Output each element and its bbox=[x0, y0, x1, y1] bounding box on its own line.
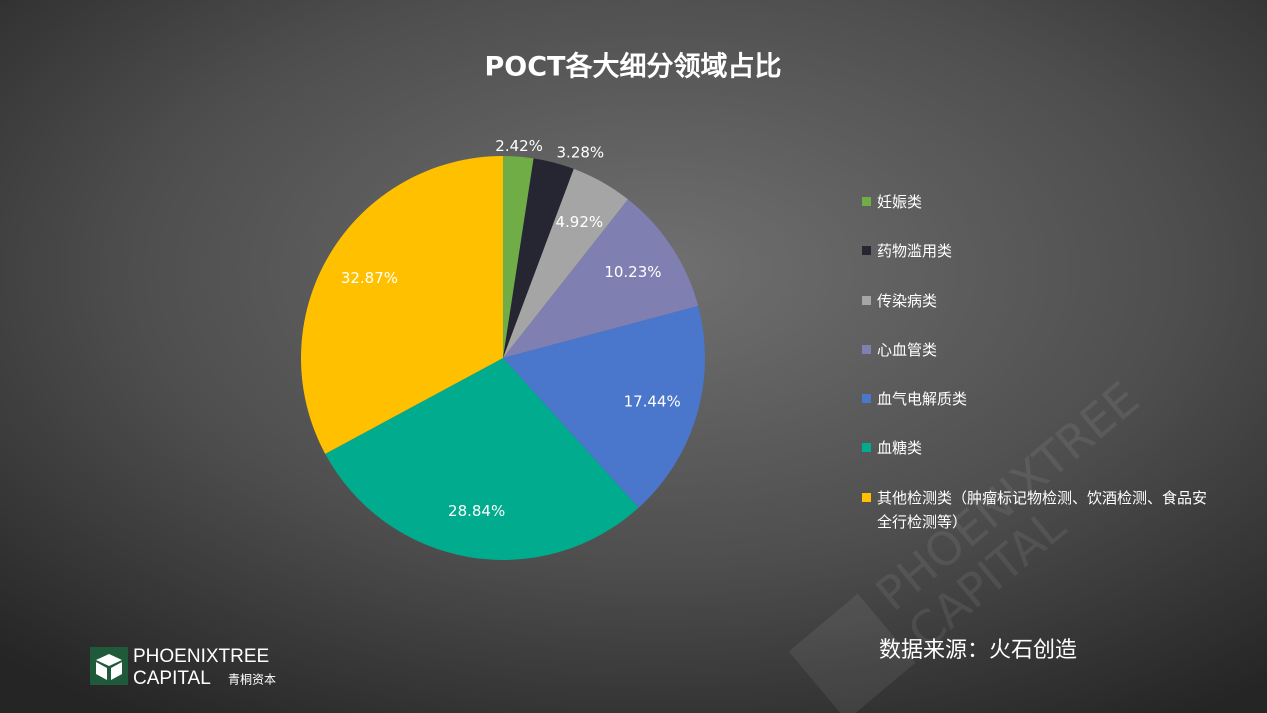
legend-swatch bbox=[862, 246, 871, 256]
legend-swatch bbox=[862, 344, 871, 354]
pie-slice bbox=[503, 158, 574, 358]
pie-slice bbox=[503, 168, 629, 358]
pie-slice bbox=[300, 156, 503, 454]
logo-name: PHOENIXTREE bbox=[133, 646, 269, 667]
legend-swatch bbox=[862, 197, 871, 206]
legend-label: 血糖类 bbox=[877, 439, 923, 458]
legend-label: 心血管类 bbox=[877, 340, 938, 359]
data-label: 4.92% bbox=[555, 213, 603, 231]
logo: PHOENIXTREE CAPITAL 青桐资本 bbox=[90, 646, 276, 689]
source-note: 数据来源：火石创造 bbox=[879, 638, 1077, 663]
legend-label: 药物滥用类 bbox=[877, 242, 953, 261]
legend-item: 传染病类 bbox=[860, 289, 1220, 338]
legend-item: 药物滥用类 bbox=[860, 239, 1220, 288]
data-label: 17.44% bbox=[624, 393, 681, 411]
watermark-logo bbox=[788, 593, 916, 713]
pie-slice bbox=[503, 305, 705, 508]
legend-swatch bbox=[862, 492, 871, 502]
logo-icon bbox=[96, 654, 122, 680]
legend-swatch bbox=[862, 394, 871, 404]
legend-label: 其他检测类（肿瘤标记物检测、饮酒检测、食品安全行检测等） bbox=[877, 488, 1208, 531]
legend-item: 血气电解质类 bbox=[860, 387, 1220, 436]
legend-item: 血糖类 bbox=[860, 436, 1220, 485]
legend-label: 血气电解质类 bbox=[877, 390, 968, 409]
legend-swatch bbox=[862, 295, 871, 305]
legend-swatch bbox=[862, 443, 871, 453]
data-label: 2.42% bbox=[495, 137, 543, 155]
legend-label: 妊娠类 bbox=[877, 193, 923, 211]
chart-title: POCT各大细分领域占比 bbox=[485, 51, 782, 83]
legend: 妊娠类药物滥用类传染病类心血管类血气电解质类 血糖类其他检测类（肿瘤标记物检测、饮… bbox=[860, 190, 1220, 535]
data-label: 3.28% bbox=[557, 143, 605, 161]
data-label: 32.87% bbox=[341, 269, 398, 287]
legend-label: 传染病类 bbox=[877, 291, 938, 310]
legend-item: 妊娠类 bbox=[860, 190, 1220, 239]
pie-slice bbox=[503, 199, 699, 358]
logo-suffix: CAPITAL bbox=[133, 668, 211, 689]
pie-slice bbox=[503, 156, 534, 358]
data-label: 10.23% bbox=[604, 263, 661, 281]
pie-slice bbox=[325, 358, 639, 560]
logo-chinese: 青桐资本 bbox=[228, 673, 276, 687]
data-label: 28.84% bbox=[448, 502, 505, 520]
legend-item: 其他检测类（肿瘤标记物检测、饮酒检测、食品安全行检测等） bbox=[860, 486, 1220, 535]
legend-item: 心血管类 bbox=[860, 338, 1220, 387]
pie: 2.42% 3.28% 4.92% 10.23% 17.44% 28.84% 32.87% bbox=[300, 137, 705, 560]
